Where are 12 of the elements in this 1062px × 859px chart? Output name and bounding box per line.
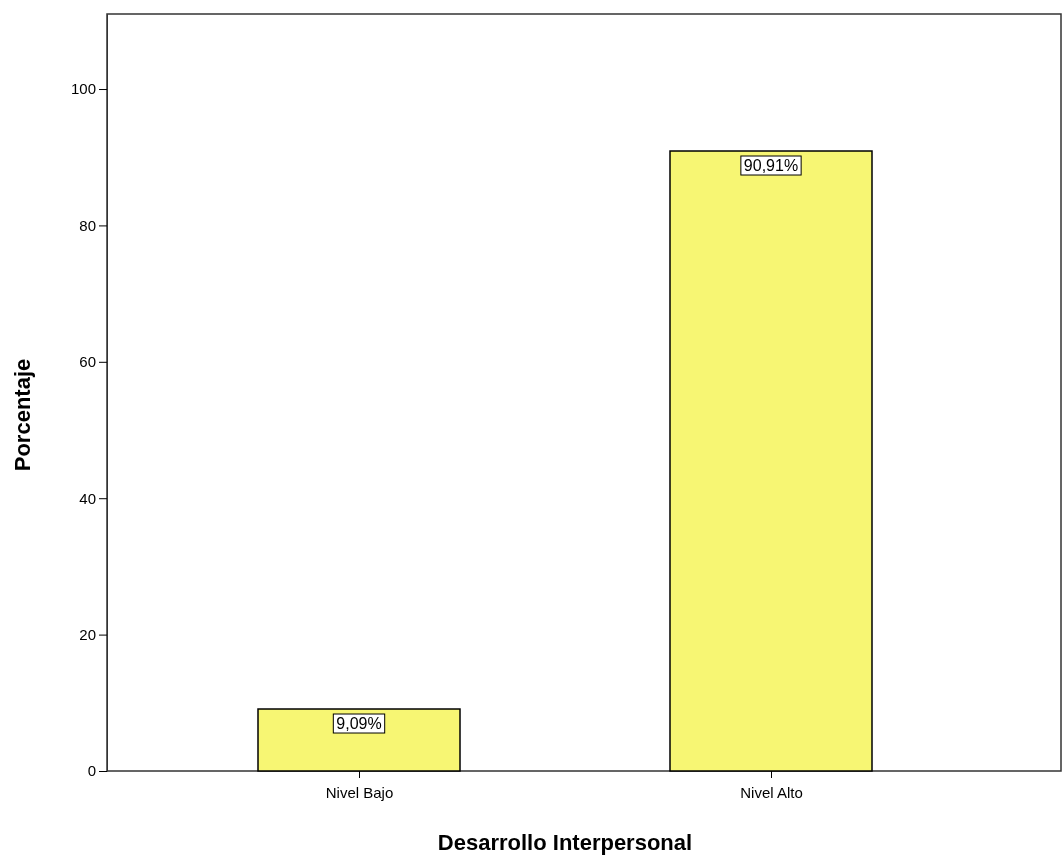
y-tick-label: 80: [79, 216, 96, 234]
y-tick-label: 40: [79, 489, 96, 507]
data-label: 90,91%: [743, 157, 799, 175]
y-tick-label: 0: [87, 762, 96, 780]
y-tick-label: 60: [79, 353, 96, 371]
x-tick-label: Nivel Alto: [740, 783, 803, 801]
data-label: 9,09%: [336, 715, 382, 733]
x-axis-title: Desarrollo Interpersonal: [437, 830, 693, 855]
y-tick-label: 20: [79, 625, 96, 643]
y-tick-label: 100: [70, 80, 96, 98]
y-axis-title: Porcentaje: [10, 358, 35, 472]
x-tick-label: Nivel Bajo: [325, 783, 394, 801]
